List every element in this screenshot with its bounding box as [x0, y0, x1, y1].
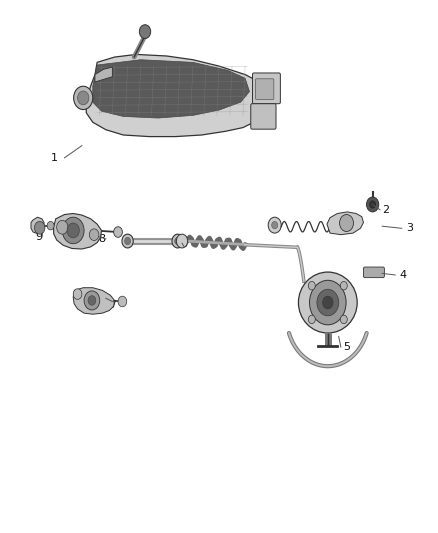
Polygon shape: [327, 212, 364, 235]
Circle shape: [272, 221, 278, 229]
Circle shape: [57, 220, 68, 234]
Text: 5: 5: [343, 342, 350, 352]
Circle shape: [177, 234, 187, 248]
Text: 9: 9: [35, 232, 42, 242]
Circle shape: [308, 315, 315, 324]
Text: 3: 3: [406, 223, 413, 233]
Circle shape: [73, 289, 82, 300]
Circle shape: [172, 234, 184, 248]
Circle shape: [84, 291, 100, 310]
Ellipse shape: [298, 272, 357, 333]
Polygon shape: [93, 60, 250, 118]
Circle shape: [310, 280, 346, 325]
Circle shape: [370, 201, 376, 208]
Circle shape: [114, 227, 122, 237]
Circle shape: [340, 315, 347, 324]
Circle shape: [367, 197, 379, 212]
Circle shape: [308, 281, 315, 290]
Text: 6: 6: [181, 239, 187, 249]
Text: 8: 8: [98, 234, 105, 244]
Circle shape: [124, 237, 131, 245]
Polygon shape: [53, 214, 102, 249]
Polygon shape: [95, 67, 113, 82]
Polygon shape: [31, 217, 44, 233]
Circle shape: [340, 281, 347, 290]
Circle shape: [268, 217, 281, 233]
Circle shape: [35, 221, 45, 234]
Text: 4: 4: [399, 270, 407, 280]
Circle shape: [47, 221, 54, 230]
Polygon shape: [73, 288, 115, 314]
Text: 7: 7: [109, 300, 116, 310]
Circle shape: [88, 296, 96, 305]
Text: 2: 2: [382, 205, 389, 215]
Polygon shape: [86, 54, 269, 136]
Circle shape: [67, 223, 79, 238]
Circle shape: [122, 234, 133, 248]
FancyBboxPatch shape: [251, 104, 276, 129]
Circle shape: [89, 229, 99, 240]
Circle shape: [317, 289, 339, 316]
FancyBboxPatch shape: [364, 267, 385, 278]
Circle shape: [78, 91, 89, 105]
FancyBboxPatch shape: [253, 73, 280, 104]
Text: 1: 1: [51, 153, 58, 163]
Circle shape: [74, 86, 93, 110]
Circle shape: [118, 296, 127, 307]
Circle shape: [339, 215, 353, 231]
Circle shape: [322, 296, 333, 309]
Circle shape: [62, 217, 84, 244]
FancyBboxPatch shape: [255, 79, 274, 100]
Circle shape: [139, 25, 151, 38]
Circle shape: [175, 237, 181, 245]
